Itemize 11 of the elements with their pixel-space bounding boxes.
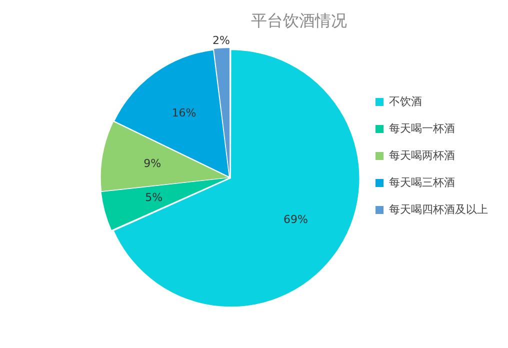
data-label: 69% [283,213,308,226]
data-label: 5% [145,190,163,204]
legend-label: 每天喝一杯酒 [389,122,455,135]
data-label: 9% [144,157,162,170]
data-label: 16% [172,106,196,120]
legend-label: 每天喝四杯酒及以上 [389,202,488,216]
legend-label: 每天喝两杯酒 [389,148,455,162]
legend-label: 不饮酒 [389,94,422,108]
data-label: 2% [212,34,230,47]
chart-title: 平台饮酒情况 [251,10,347,30]
legend-label: 每天喝三杯酒 [389,176,455,189]
